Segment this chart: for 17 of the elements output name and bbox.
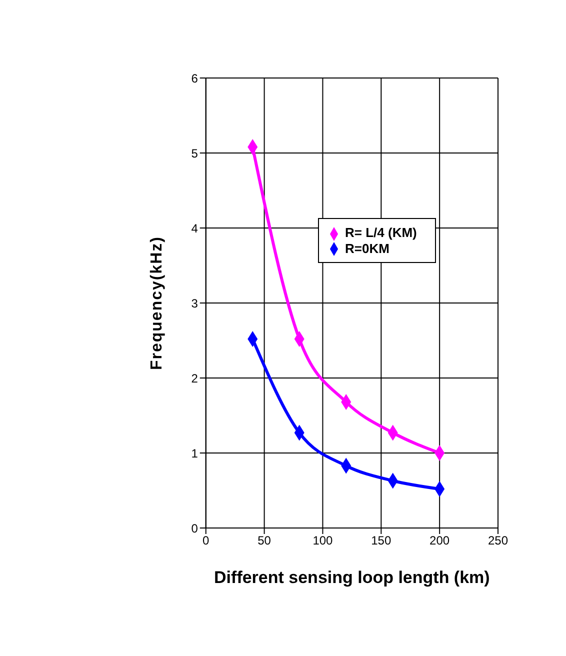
- x-tick-label: 0: [202, 534, 210, 548]
- x-tick-label: 200: [430, 534, 450, 548]
- y-tick-label: 2: [191, 371, 198, 386]
- y-tick-label: 6: [191, 71, 198, 86]
- y-tick-label: 5: [191, 146, 198, 160]
- x-axis-title: Different sensing loop length (km): [214, 568, 490, 587]
- y-tick-label: 0: [191, 521, 198, 536]
- x-tick-label: 100: [312, 534, 334, 548]
- y-axis-title: Frequency(kHz): [148, 236, 166, 370]
- x-tick-label: 150: [371, 534, 392, 548]
- legend-label: R=0KM: [345, 240, 390, 256]
- y-tick-label: 1: [191, 446, 198, 460]
- x-tick-label: 50: [258, 534, 272, 548]
- y-tick-label: 4: [191, 221, 198, 236]
- y-tick-label: 3: [191, 296, 198, 310]
- x-tick-label: 250: [488, 534, 508, 548]
- legend-label: R= L/4 (KM): [345, 225, 417, 240]
